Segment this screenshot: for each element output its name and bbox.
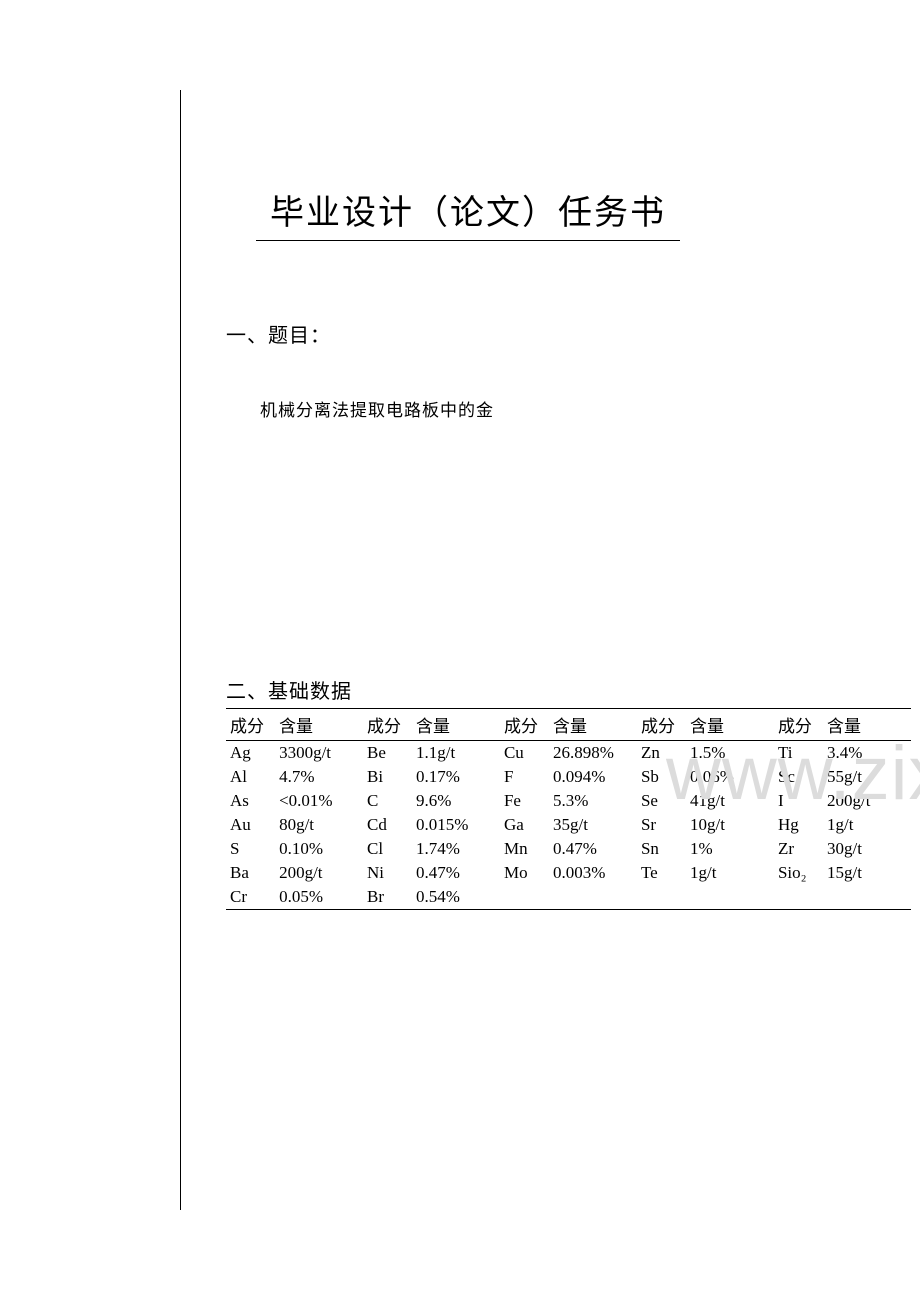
cell-component: Ni — [363, 861, 412, 885]
header-amount: 含量 — [823, 709, 911, 741]
cell-component: Au — [226, 813, 275, 837]
cell-amount — [549, 885, 637, 910]
cell-component — [500, 885, 549, 910]
cell-component: Cr — [226, 885, 275, 910]
cell-amount: 41g/t — [686, 789, 774, 813]
cell-component: C — [363, 789, 412, 813]
cell-amount: 3300g/t — [275, 741, 363, 766]
cell-amount — [823, 885, 911, 910]
cell-component: Ti — [774, 741, 823, 766]
cell-component — [774, 885, 823, 910]
cell-amount: 4.7% — [275, 765, 363, 789]
cell-amount: 0.05% — [275, 885, 363, 910]
cell-component: S — [226, 837, 275, 861]
table-row: Ba 200g/t Ni 0.47% Mo 0.003% Te 1g/t Sio… — [226, 861, 911, 885]
cell-component: I — [774, 789, 823, 813]
header-amount: 含量 — [275, 709, 363, 741]
cell-amount: 200g/t — [275, 861, 363, 885]
cell-amount: 0.003% — [549, 861, 637, 885]
cell-component: Sio₂ — [774, 861, 823, 885]
cell-amount — [686, 885, 774, 910]
cell-component: Sc — [774, 765, 823, 789]
cell-amount: 5.3% — [549, 789, 637, 813]
cell-amount: 35g/t — [549, 813, 637, 837]
header-component: 成分 — [637, 709, 686, 741]
header-amount: 含量 — [549, 709, 637, 741]
cell-amount: 1g/t — [823, 813, 911, 837]
cell-amount: 0.015% — [412, 813, 500, 837]
cell-amount: 0.094% — [549, 765, 637, 789]
cell-component: Te — [637, 861, 686, 885]
cell-component: Sr — [637, 813, 686, 837]
cell-amount: 0.54% — [412, 885, 500, 910]
cell-amount: 1.74% — [412, 837, 500, 861]
cell-component: Cd — [363, 813, 412, 837]
cell-component: Cu — [500, 741, 549, 766]
cell-amount: 1% — [686, 837, 774, 861]
cell-component: Bi — [363, 765, 412, 789]
cell-component: Ga — [500, 813, 549, 837]
table-row: Ag 3300g/t Be 1.1g/t Cu 26.898% Zn 1.5% … — [226, 741, 911, 766]
cell-amount: 30g/t — [823, 837, 911, 861]
cell-amount: 0.47% — [549, 837, 637, 861]
cell-component: Se — [637, 789, 686, 813]
cell-component: Sb — [637, 765, 686, 789]
section2-label: 二、基础数据 — [226, 675, 900, 704]
cell-component: Cl — [363, 837, 412, 861]
table-row: Al 4.7% Bi 0.17% F 0.094% Sb 0.06% Sc 55… — [226, 765, 911, 789]
header-amount: 含量 — [412, 709, 500, 741]
cell-component: Mo — [500, 861, 549, 885]
cell-component — [637, 885, 686, 910]
cell-amount: 10g/t — [686, 813, 774, 837]
document-title: 毕业设计（论文）任务书 — [256, 185, 680, 241]
cell-component: F — [500, 765, 549, 789]
cell-amount: 80g/t — [275, 813, 363, 837]
cell-component: Zr — [774, 837, 823, 861]
header-component: 成分 — [774, 709, 823, 741]
table-row: As <0.01% C 9.6% Fe 5.3% Se 41g/t I 200g… — [226, 789, 911, 813]
cell-component: Be — [363, 741, 412, 766]
cell-amount: 0.06% — [686, 765, 774, 789]
header-component: 成分 — [363, 709, 412, 741]
table-row: S 0.10% Cl 1.74% Mn 0.47% Sn 1% Zr 30g/t — [226, 837, 911, 861]
cell-component: Sn — [637, 837, 686, 861]
table-header-row: 成分 含量 成分 含量 成分 含量 成分 含量 成分 含量 — [226, 709, 911, 741]
cell-component: Mn — [500, 837, 549, 861]
cell-amount: <0.01% — [275, 789, 363, 813]
cell-amount: 0.17% — [412, 765, 500, 789]
cell-amount: 1g/t — [686, 861, 774, 885]
table-row: Cr 0.05% Br 0.54% — [226, 885, 911, 910]
header-amount: 含量 — [686, 709, 774, 741]
cell-component: Zn — [637, 741, 686, 766]
cell-amount: 26.898% — [549, 741, 637, 766]
cell-component: Fe — [500, 789, 549, 813]
cell-amount: 55g/t — [823, 765, 911, 789]
cell-amount: 15g/t — [823, 861, 911, 885]
cell-component: Ba — [226, 861, 275, 885]
header-component: 成分 — [226, 709, 275, 741]
cell-component: Ag — [226, 741, 275, 766]
cell-component: As — [226, 789, 275, 813]
table-row: Au 80g/t Cd 0.015% Ga 35g/t Sr 10g/t Hg … — [226, 813, 911, 837]
composition-table: 成分 含量 成分 含量 成分 含量 成分 含量 成分 含量 Ag 3300g/t… — [226, 708, 911, 910]
cell-amount: 1.1g/t — [412, 741, 500, 766]
header-component: 成分 — [500, 709, 549, 741]
cell-component: Br — [363, 885, 412, 910]
cell-amount: 3.4% — [823, 741, 911, 766]
cell-amount: 1.5% — [686, 741, 774, 766]
cell-amount: 0.10% — [275, 837, 363, 861]
section1-label: 一、题目： — [226, 319, 900, 348]
cell-component: Al — [226, 765, 275, 789]
cell-amount: 0.47% — [412, 861, 500, 885]
cell-amount: 200g/t — [823, 789, 911, 813]
cell-component: Hg — [774, 813, 823, 837]
topic-text: 机械分离法提取电路板中的金 — [260, 396, 900, 421]
cell-amount: 9.6% — [412, 789, 500, 813]
